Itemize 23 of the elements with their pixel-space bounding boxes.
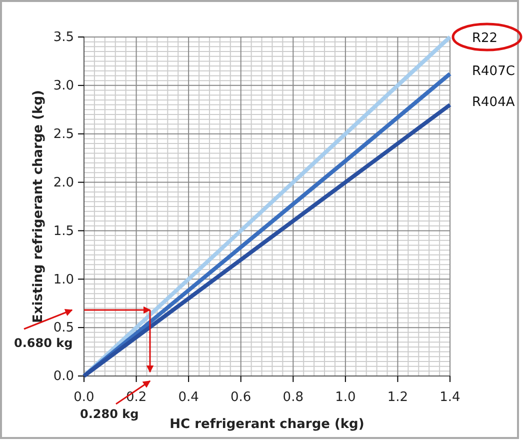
y-tick-label: 3.5	[53, 30, 74, 46]
x-tick-label: 1.4	[440, 390, 460, 406]
y-tick-label: 2.5	[53, 127, 74, 142]
x-tick-label: 1.2	[387, 390, 408, 406]
y-tick-label: 0.0	[53, 369, 74, 384]
y-tick-label: 1.0	[53, 272, 74, 288]
series-label: R404A	[472, 94, 515, 110]
x-tick-label: 0.2	[126, 390, 147, 406]
x-tick-label: 1.0	[335, 390, 356, 406]
y-tick-label: 1.5	[53, 224, 74, 239]
y-tick-label: 2.0	[53, 175, 74, 190]
series-label: R22	[472, 31, 498, 46]
x-tick-label: 0.4	[178, 390, 199, 406]
series-label: R407C	[472, 64, 515, 79]
y-tick-label: 3.0	[53, 78, 74, 94]
text: 0.280 kg	[80, 407, 139, 421]
x-tick-label: 0.8	[282, 390, 304, 406]
text: 0.680 kg	[14, 336, 73, 350]
x-tick-label: 0.6	[230, 390, 252, 406]
x-tick-label: 0.0	[74, 390, 94, 406]
y-tick-label: 0.5	[53, 320, 74, 336]
y-axis-title: Existing refrigerant charge (kg)	[31, 90, 46, 323]
x-axis-title: HC refrigerant charge (kg)	[170, 417, 364, 432]
